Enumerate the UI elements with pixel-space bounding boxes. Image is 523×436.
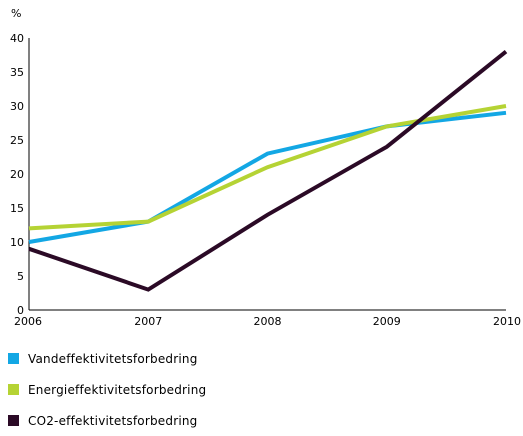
line-chart: % 0 5 10 15 20 25 30 35 40 2006 2007 2008 2009 2010 [10,7,521,328]
legend-label-energy: Energieffektivitetsforbedring [28,382,207,397]
y-axis-label: % [11,7,21,20]
legend-item-co2: CO2-effektivitetsforbedring [8,405,508,436]
legend-item-water: Vandeffektivitetsforbedring [8,343,508,374]
legend-label-co2: CO2-effektivitetsforbedring [28,413,198,428]
legend: Vandeffektivitetsforbedring Energieffekt… [8,343,508,436]
x-tick-label: 2008 [254,315,282,328]
series-lines [28,50,508,292]
legend-swatch-energy [8,384,19,395]
y-tick-labels: 0 5 10 15 20 25 30 35 40 [10,32,24,317]
y-tick-label: 15 [10,202,24,215]
y-tick-label: 25 [10,134,24,147]
legend-swatch-water [8,353,19,364]
x-tick-label: 2006 [14,315,42,328]
y-tick-label: 35 [10,66,24,79]
series-line-co2 [28,50,508,292]
legend-swatch-co2 [8,415,19,426]
y-tick-label: 0 [17,304,24,317]
x-tick-label: 2007 [134,315,162,328]
y-tick-label: 20 [10,168,24,181]
legend-item-energy: Energieffektivitetsforbedring [8,374,508,405]
y-tick-label: 5 [17,270,24,283]
x-tick-label: 2010 [493,315,521,328]
x-tick-labels: 2006 2007 2008 2009 2010 [14,315,521,328]
legend-label-water: Vandeffektivitetsforbedring [28,351,198,366]
series-line-water [28,110,507,244]
y-tick-label: 30 [10,100,24,113]
y-tick-label: 40 [10,32,24,45]
series-line-energy [28,104,507,231]
y-tick-label: 10 [10,236,24,249]
x-tick-label: 2009 [373,315,401,328]
